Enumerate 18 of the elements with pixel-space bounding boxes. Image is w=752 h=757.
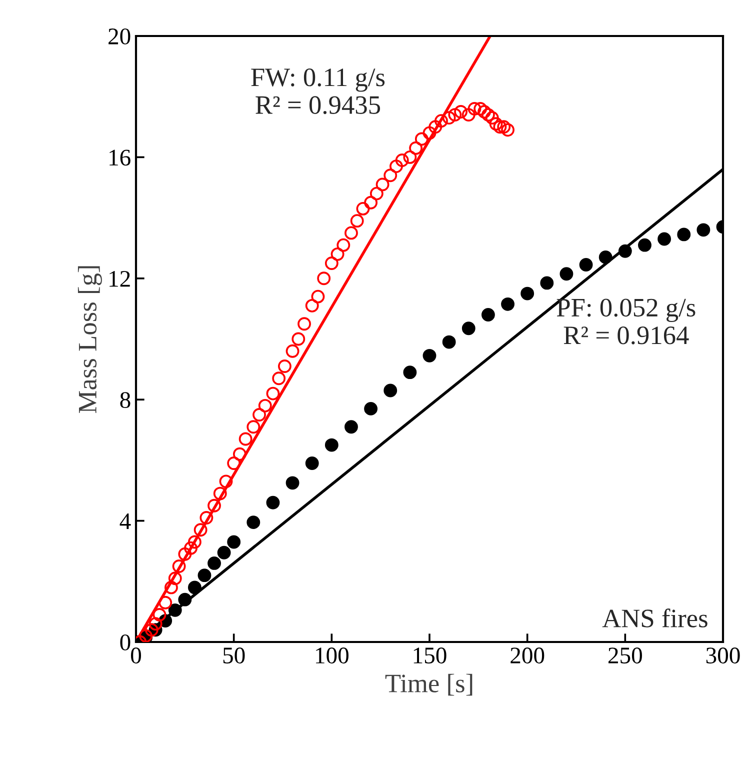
y-tick-label: 8 xyxy=(120,392,130,408)
x-tick-label: 200 xyxy=(510,648,544,664)
x-tick-label: 250 xyxy=(608,648,642,664)
x-tick-label: 150 xyxy=(414,648,446,664)
x-tick-label: 100 xyxy=(316,648,348,664)
x-tick-label: 300 xyxy=(706,648,740,664)
annotation: PF: 0.052 g/s R² = 0.9164 xyxy=(556,298,696,344)
y-tick-label: 0 xyxy=(120,634,130,650)
y-axis-title: Mass Loss [g] xyxy=(78,266,102,414)
annotation: FW: 0.11 g/s R² = 0.9435 xyxy=(251,68,385,114)
y-tick-label: 12 xyxy=(110,270,130,287)
y-tick-label: 16 xyxy=(110,150,130,166)
x-tick-label: 50 xyxy=(223,648,245,664)
y-tick-label: 20 xyxy=(108,28,130,44)
x-tick-label: 0 xyxy=(130,648,142,664)
annotation: ANS fires xyxy=(602,608,708,628)
x-axis-title: Time [s] xyxy=(385,674,472,696)
y-tick-label: 4 xyxy=(120,513,131,529)
